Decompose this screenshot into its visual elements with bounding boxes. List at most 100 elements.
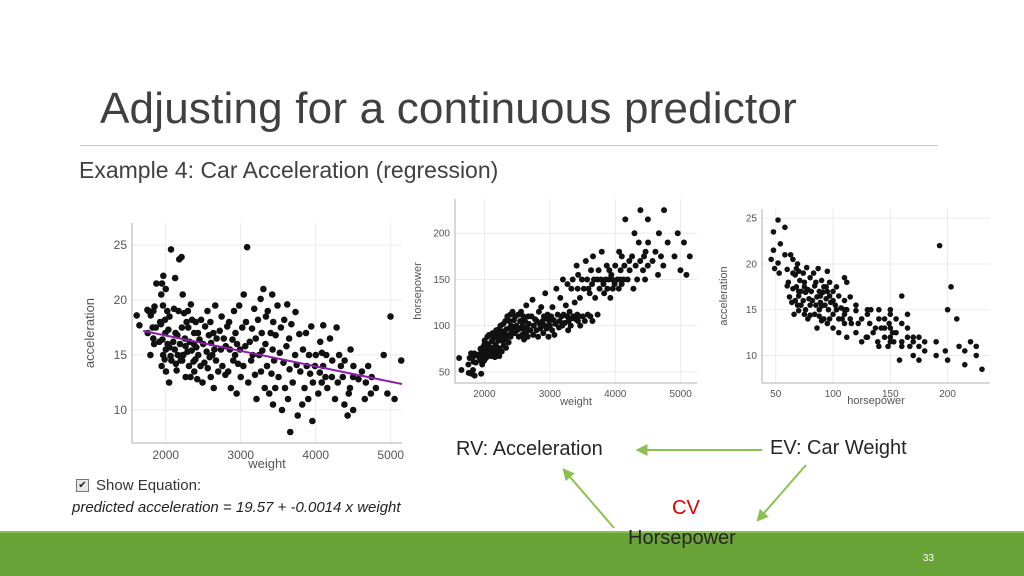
- data-point: [211, 346, 218, 353]
- data-point: [518, 308, 525, 315]
- data-point: [904, 311, 911, 318]
- y-tick-label: 25: [114, 238, 128, 252]
- data-point: [866, 320, 873, 327]
- data-point: [824, 288, 831, 295]
- data-point: [286, 366, 293, 373]
- data-point: [811, 311, 818, 318]
- data-point: [259, 347, 266, 354]
- data-point: [243, 243, 251, 251]
- data-point: [199, 379, 206, 386]
- data-point: [588, 267, 595, 274]
- data-point: [201, 359, 208, 367]
- data-point: [609, 276, 616, 283]
- data-point: [832, 302, 839, 308]
- data-point: [269, 346, 276, 353]
- data-point: [830, 311, 836, 318]
- y-tick-label: 25: [746, 214, 758, 225]
- data-point: [391, 395, 398, 403]
- data-point: [283, 301, 291, 308]
- data-point: [312, 351, 320, 359]
- data-point: [227, 384, 235, 392]
- data-point: [600, 281, 607, 288]
- data-point: [887, 306, 894, 313]
- data-point: [540, 330, 547, 337]
- data-point: [887, 311, 894, 318]
- data-point: [803, 264, 810, 271]
- x-tick-label: 3000: [539, 389, 562, 400]
- data-point: [843, 306, 850, 313]
- data-point: [496, 353, 503, 360]
- data-point: [826, 293, 833, 299]
- data-point: [349, 406, 357, 414]
- data-point: [220, 335, 228, 342]
- data-point: [833, 306, 840, 313]
- data-point: [517, 318, 524, 325]
- footer-accent-line: [0, 531, 1024, 534]
- data-point: [542, 290, 549, 297]
- data-point: [171, 346, 179, 353]
- data-point: [183, 318, 190, 326]
- data-point: [157, 320, 165, 328]
- data-point: [816, 313, 823, 319]
- data-point: [201, 323, 209, 330]
- data-point: [641, 253, 648, 260]
- data-point: [195, 351, 202, 359]
- data-point: [584, 276, 591, 283]
- data-point: [858, 338, 865, 345]
- data-point: [864, 334, 871, 341]
- data-point: [246, 338, 254, 346]
- data-point: [361, 395, 369, 403]
- data-point: [242, 318, 250, 326]
- data-point: [299, 346, 307, 353]
- data-point: [870, 329, 876, 336]
- data-point: [807, 312, 813, 319]
- data-point: [839, 316, 846, 322]
- data-point: [886, 320, 892, 327]
- data-point: [586, 290, 593, 297]
- data-point: [306, 370, 314, 378]
- y-tick-label: 200: [433, 229, 450, 240]
- data-point: [841, 311, 848, 318]
- data-point: [264, 307, 272, 315]
- data-point: [505, 339, 512, 346]
- data-point: [876, 343, 882, 350]
- data-point: [906, 343, 913, 350]
- data-point: [565, 327, 572, 334]
- data-point: [216, 327, 224, 335]
- x-tick-label: 4000: [302, 448, 329, 462]
- data-point: [655, 230, 662, 237]
- data-point: [603, 262, 610, 269]
- data-point: [818, 277, 825, 284]
- data-point: [190, 368, 198, 375]
- data-point: [288, 320, 295, 328]
- data-point: [609, 285, 616, 292]
- data-point: [322, 351, 330, 359]
- x-tick-label: 5000: [670, 389, 693, 400]
- data-point: [824, 268, 831, 275]
- data-point: [585, 285, 592, 292]
- data-point: [208, 351, 216, 359]
- show-equation-label: Show Equation:: [96, 477, 202, 494]
- data-point: [277, 324, 285, 331]
- data-point: [589, 281, 596, 288]
- data-point: [173, 367, 180, 374]
- data-point: [893, 316, 899, 322]
- data-point: [843, 334, 850, 341]
- data-point: [262, 340, 269, 348]
- data-point: [933, 352, 939, 359]
- data-point: [162, 368, 170, 375]
- data-point: [813, 279, 819, 286]
- data-point: [587, 313, 594, 320]
- arrow-cv-to-rv: [562, 468, 615, 529]
- y-tick-label: 100: [433, 321, 450, 332]
- data-point: [790, 256, 796, 263]
- data-point: [387, 313, 394, 320]
- data-point: [791, 311, 797, 318]
- data-point: [634, 276, 641, 283]
- data-point: [160, 272, 167, 280]
- checkbox-checked-icon[interactable]: ✔: [76, 479, 89, 492]
- data-point: [775, 260, 781, 266]
- show-equation-toggle[interactable]: ✔ Show Equation:: [76, 477, 201, 494]
- data-point: [967, 338, 974, 345]
